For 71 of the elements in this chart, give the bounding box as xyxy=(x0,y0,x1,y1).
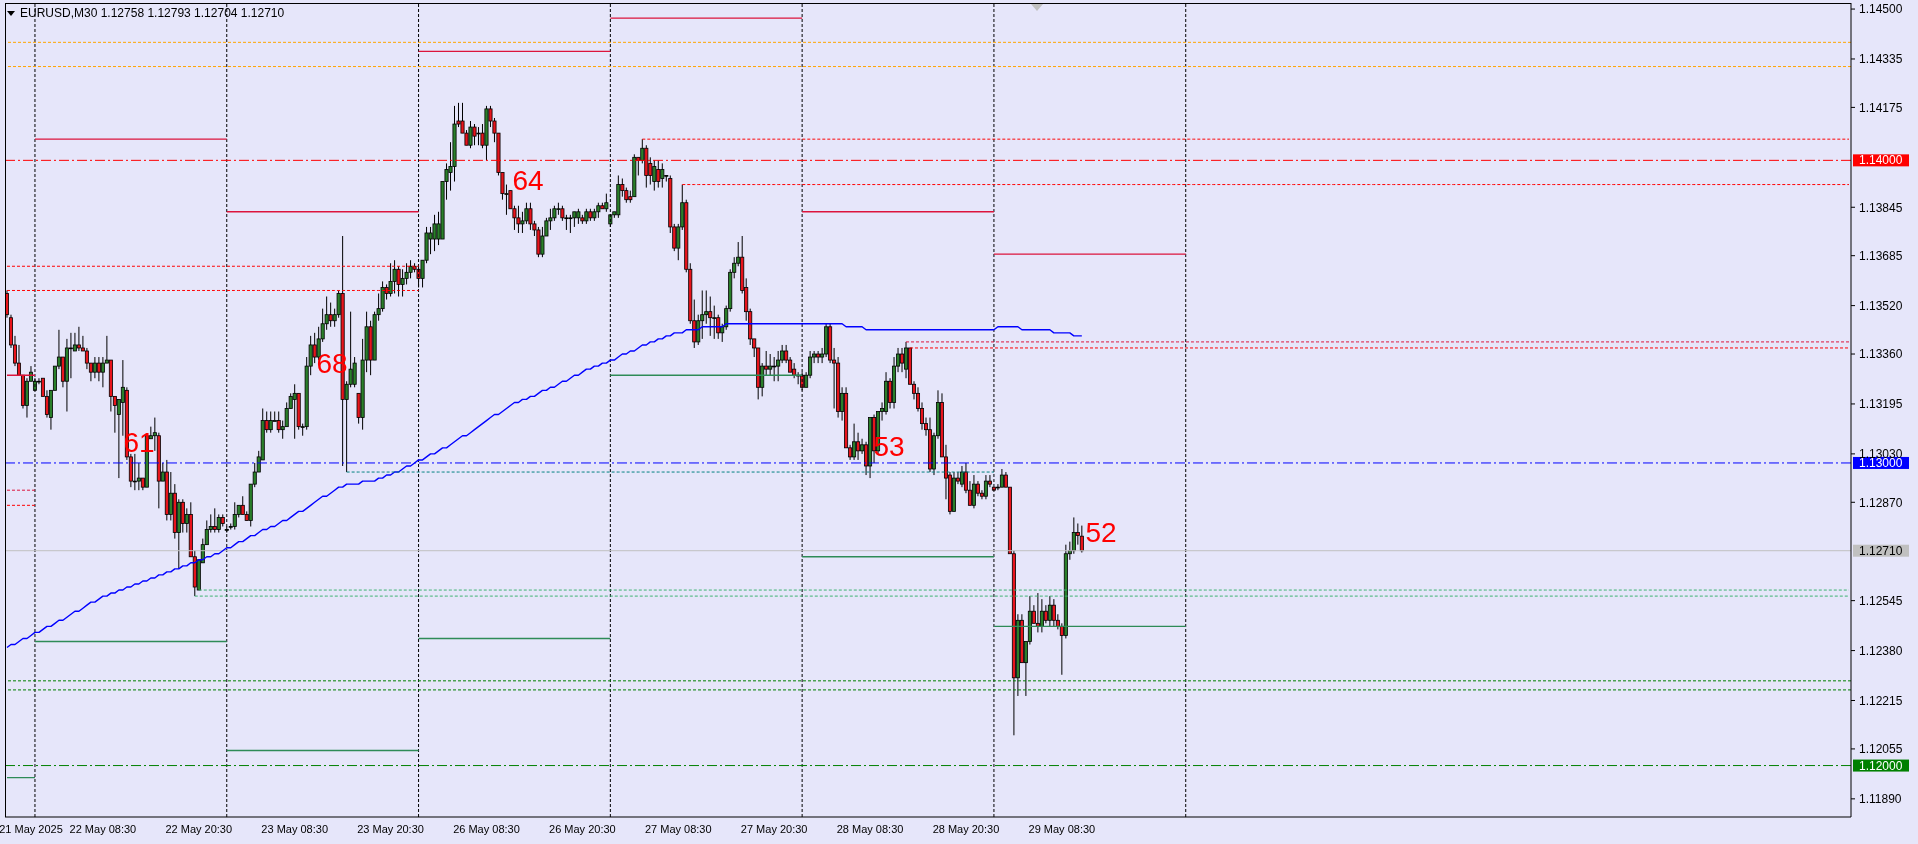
candlestick xyxy=(432,214,437,252)
ref-line-label: 1.14000 xyxy=(1859,153,1903,168)
ref-line-label: 1.12710 xyxy=(1859,543,1903,558)
candlestick xyxy=(1043,604,1048,624)
candlestick xyxy=(696,314,701,346)
candlestick xyxy=(568,214,573,234)
candlestick xyxy=(268,411,273,434)
y-tick-label: 1.13195 xyxy=(1859,397,1903,412)
ref-line-label: 1.12000 xyxy=(1859,758,1903,773)
y-tick-label: 1.13845 xyxy=(1859,200,1903,215)
candlestick xyxy=(388,262,393,298)
candlestick xyxy=(328,302,333,328)
candlestick xyxy=(999,468,1004,488)
candlestick xyxy=(392,259,397,294)
candlestick xyxy=(816,350,821,364)
candlestick xyxy=(1051,598,1056,627)
y-tick-label: 1.12380 xyxy=(1859,643,1903,658)
y-tick-label: 1.12055 xyxy=(1859,742,1903,757)
candlestick xyxy=(476,126,481,146)
chart-title: EURUSD,M30 1.12758 1.12793 1.12704 1.12710 xyxy=(20,6,285,20)
x-tick-label: 22 May 20:30 xyxy=(165,822,233,835)
y-tick-label: 1.14500 xyxy=(1859,2,1903,17)
candlestick xyxy=(959,465,964,488)
candlestick xyxy=(96,356,101,382)
candlestick xyxy=(656,159,661,189)
candlestick xyxy=(1079,525,1084,554)
x-tick-label: 27 May 08:30 xyxy=(644,822,712,835)
candlestick xyxy=(900,347,905,373)
annotation: 64 xyxy=(512,165,544,196)
annotation: 53 xyxy=(873,431,905,462)
candlestick xyxy=(76,326,81,352)
x-tick-label: 29 May 08:30 xyxy=(1028,822,1096,835)
candlestick xyxy=(84,347,89,370)
candlestick xyxy=(516,205,521,234)
x-tick-label: 28 May 20:30 xyxy=(932,822,1000,835)
candlestick xyxy=(1071,516,1076,555)
y-tick-label: 1.12545 xyxy=(1859,593,1903,608)
candlestick xyxy=(652,159,657,192)
x-tick-label: 21 May 2025 xyxy=(0,822,63,835)
annotation: 52 xyxy=(1085,517,1117,548)
candlestick xyxy=(216,513,221,534)
candlestick xyxy=(472,123,477,146)
y-tick-label: 1.11890 xyxy=(1859,792,1902,807)
candlestick xyxy=(856,432,861,461)
x-tick-label: 22 May 08:30 xyxy=(69,822,137,835)
candlestick xyxy=(312,332,317,364)
y-tick-label: 1.13360 xyxy=(1859,347,1903,362)
candlestick xyxy=(852,423,857,461)
candlestick xyxy=(68,332,73,379)
candlestick xyxy=(971,474,976,509)
x-tick-label: 23 May 20:30 xyxy=(357,822,424,835)
x-tick-label: 27 May 20:30 xyxy=(740,822,808,835)
candlestick xyxy=(983,474,988,500)
candlestick xyxy=(772,356,777,382)
y-tick-label: 1.14335 xyxy=(1859,52,1903,67)
y-tick-label: 1.13520 xyxy=(1859,298,1903,313)
y-tick-label: 1.12215 xyxy=(1859,693,1903,708)
x-tick-label: 23 May 08:30 xyxy=(261,822,329,835)
candlestick xyxy=(92,356,97,379)
candlestick xyxy=(1047,595,1052,627)
candlestick xyxy=(180,498,185,534)
candlestick xyxy=(776,350,781,382)
candlestick xyxy=(100,356,105,388)
y-tick-label: 1.13685 xyxy=(1859,248,1903,263)
x-tick-label: 26 May 08:30 xyxy=(453,822,520,835)
y-tick-label: 1.14175 xyxy=(1859,100,1903,115)
x-tick-label: 26 May 20:30 xyxy=(549,822,616,835)
candlestick xyxy=(212,507,217,534)
candlestick xyxy=(768,353,773,376)
y-tick-label: 1.12870 xyxy=(1859,495,1903,510)
x-tick-label: 28 May 08:30 xyxy=(836,822,904,835)
